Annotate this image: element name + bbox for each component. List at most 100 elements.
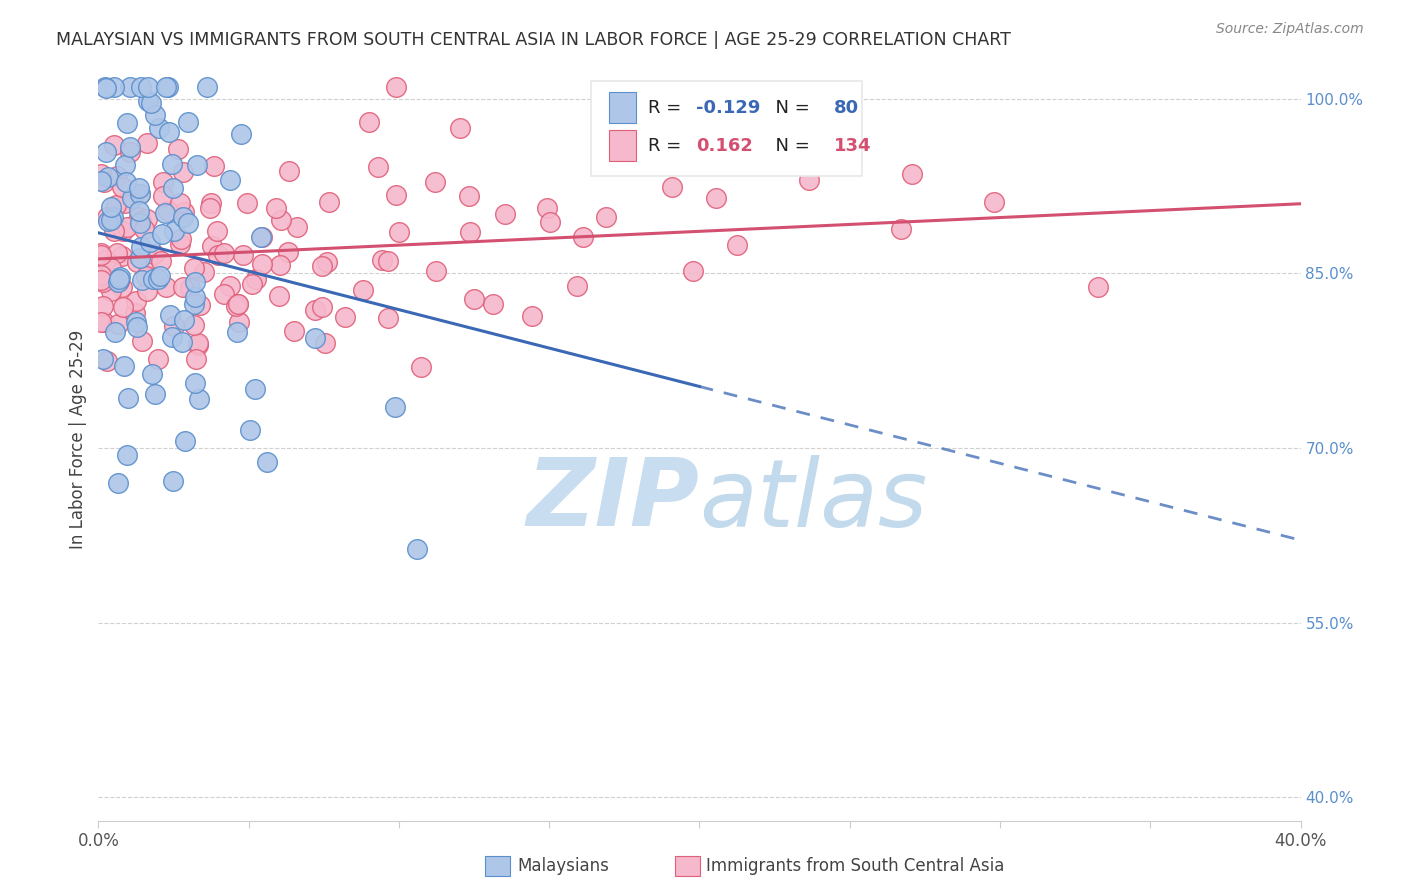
Point: [243, 382, 266, 396]
Point: [107, 274, 129, 288]
Point: [901, 167, 924, 181]
Point: [157, 204, 180, 219]
Point: [166, 142, 188, 156]
Point: [538, 215, 561, 229]
Point: [128, 251, 150, 265]
Point: [270, 213, 292, 227]
Point: [115, 448, 138, 462]
Point: [90, 273, 112, 287]
Point: [1087, 280, 1109, 294]
Point: [425, 175, 447, 189]
Point: [136, 136, 159, 150]
Point: [228, 315, 250, 329]
Point: [118, 140, 141, 154]
Point: [890, 222, 912, 236]
Point: [311, 259, 333, 273]
Point: [352, 283, 374, 297]
Text: R =: R =: [648, 98, 686, 117]
Point: [103, 80, 125, 95]
Point: [219, 173, 242, 187]
Point: [90, 174, 112, 188]
Point: [108, 272, 131, 286]
Point: [145, 108, 167, 122]
Point: [156, 80, 179, 95]
Point: [134, 222, 156, 236]
Point: [267, 289, 290, 303]
Point: [90, 246, 112, 260]
Point: [315, 255, 337, 269]
Point: [136, 284, 159, 298]
Point: [125, 294, 148, 309]
Point: [148, 269, 170, 284]
Point: [177, 115, 200, 129]
Point: [311, 300, 333, 314]
Point: [91, 352, 114, 367]
Point: [457, 189, 479, 203]
Point: [460, 225, 482, 239]
Point: [169, 196, 191, 211]
Point: [96, 354, 118, 368]
Point: [318, 195, 340, 210]
Point: [239, 423, 262, 437]
Point: [100, 261, 122, 276]
Point: [107, 475, 129, 490]
Point: [463, 292, 485, 306]
Point: [572, 229, 595, 244]
Point: [152, 188, 174, 202]
Point: [219, 278, 242, 293]
Point: [371, 252, 394, 267]
Point: [91, 275, 114, 289]
Point: [103, 224, 125, 238]
Point: [143, 246, 166, 260]
Point: [212, 287, 235, 301]
Text: Immigrants from South Central Asia: Immigrants from South Central Asia: [706, 857, 1004, 875]
Point: [112, 359, 135, 373]
Point: [129, 186, 152, 201]
Point: [96, 252, 118, 267]
Point: [90, 167, 112, 181]
Point: [152, 175, 174, 189]
Point: [172, 211, 194, 225]
Text: -0.129: -0.129: [696, 98, 761, 117]
Point: [136, 94, 159, 108]
Point: [405, 542, 427, 557]
Point: [120, 145, 142, 160]
Point: [799, 173, 821, 187]
Point: [160, 329, 183, 343]
Point: [250, 230, 273, 244]
Point: [117, 391, 139, 405]
Point: [155, 280, 177, 294]
Point: [226, 297, 249, 311]
Point: [94, 81, 117, 95]
Point: [283, 324, 305, 338]
Point: [162, 180, 184, 194]
Point: [169, 231, 191, 245]
Point: [256, 455, 278, 469]
Point: [108, 269, 131, 284]
Point: [90, 315, 112, 329]
Point: [173, 313, 195, 327]
Point: [236, 196, 259, 211]
Point: [150, 227, 173, 242]
Point: [226, 325, 249, 339]
Point: [128, 181, 150, 195]
Point: [725, 238, 748, 252]
Point: [170, 334, 193, 349]
Point: [225, 299, 247, 313]
Point: [135, 269, 157, 284]
Point: [169, 236, 191, 251]
Point: [111, 249, 134, 263]
Point: [96, 272, 118, 286]
Point: [124, 306, 146, 320]
Point: [125, 255, 148, 269]
Point: [385, 80, 408, 95]
Text: 0.162: 0.162: [696, 136, 752, 154]
Point: [202, 159, 225, 173]
Point: [155, 80, 177, 95]
Point: [111, 179, 134, 194]
Point: [146, 351, 169, 366]
Point: [359, 114, 381, 128]
Point: [409, 359, 432, 374]
Point: [188, 392, 211, 406]
Point: [188, 297, 211, 311]
